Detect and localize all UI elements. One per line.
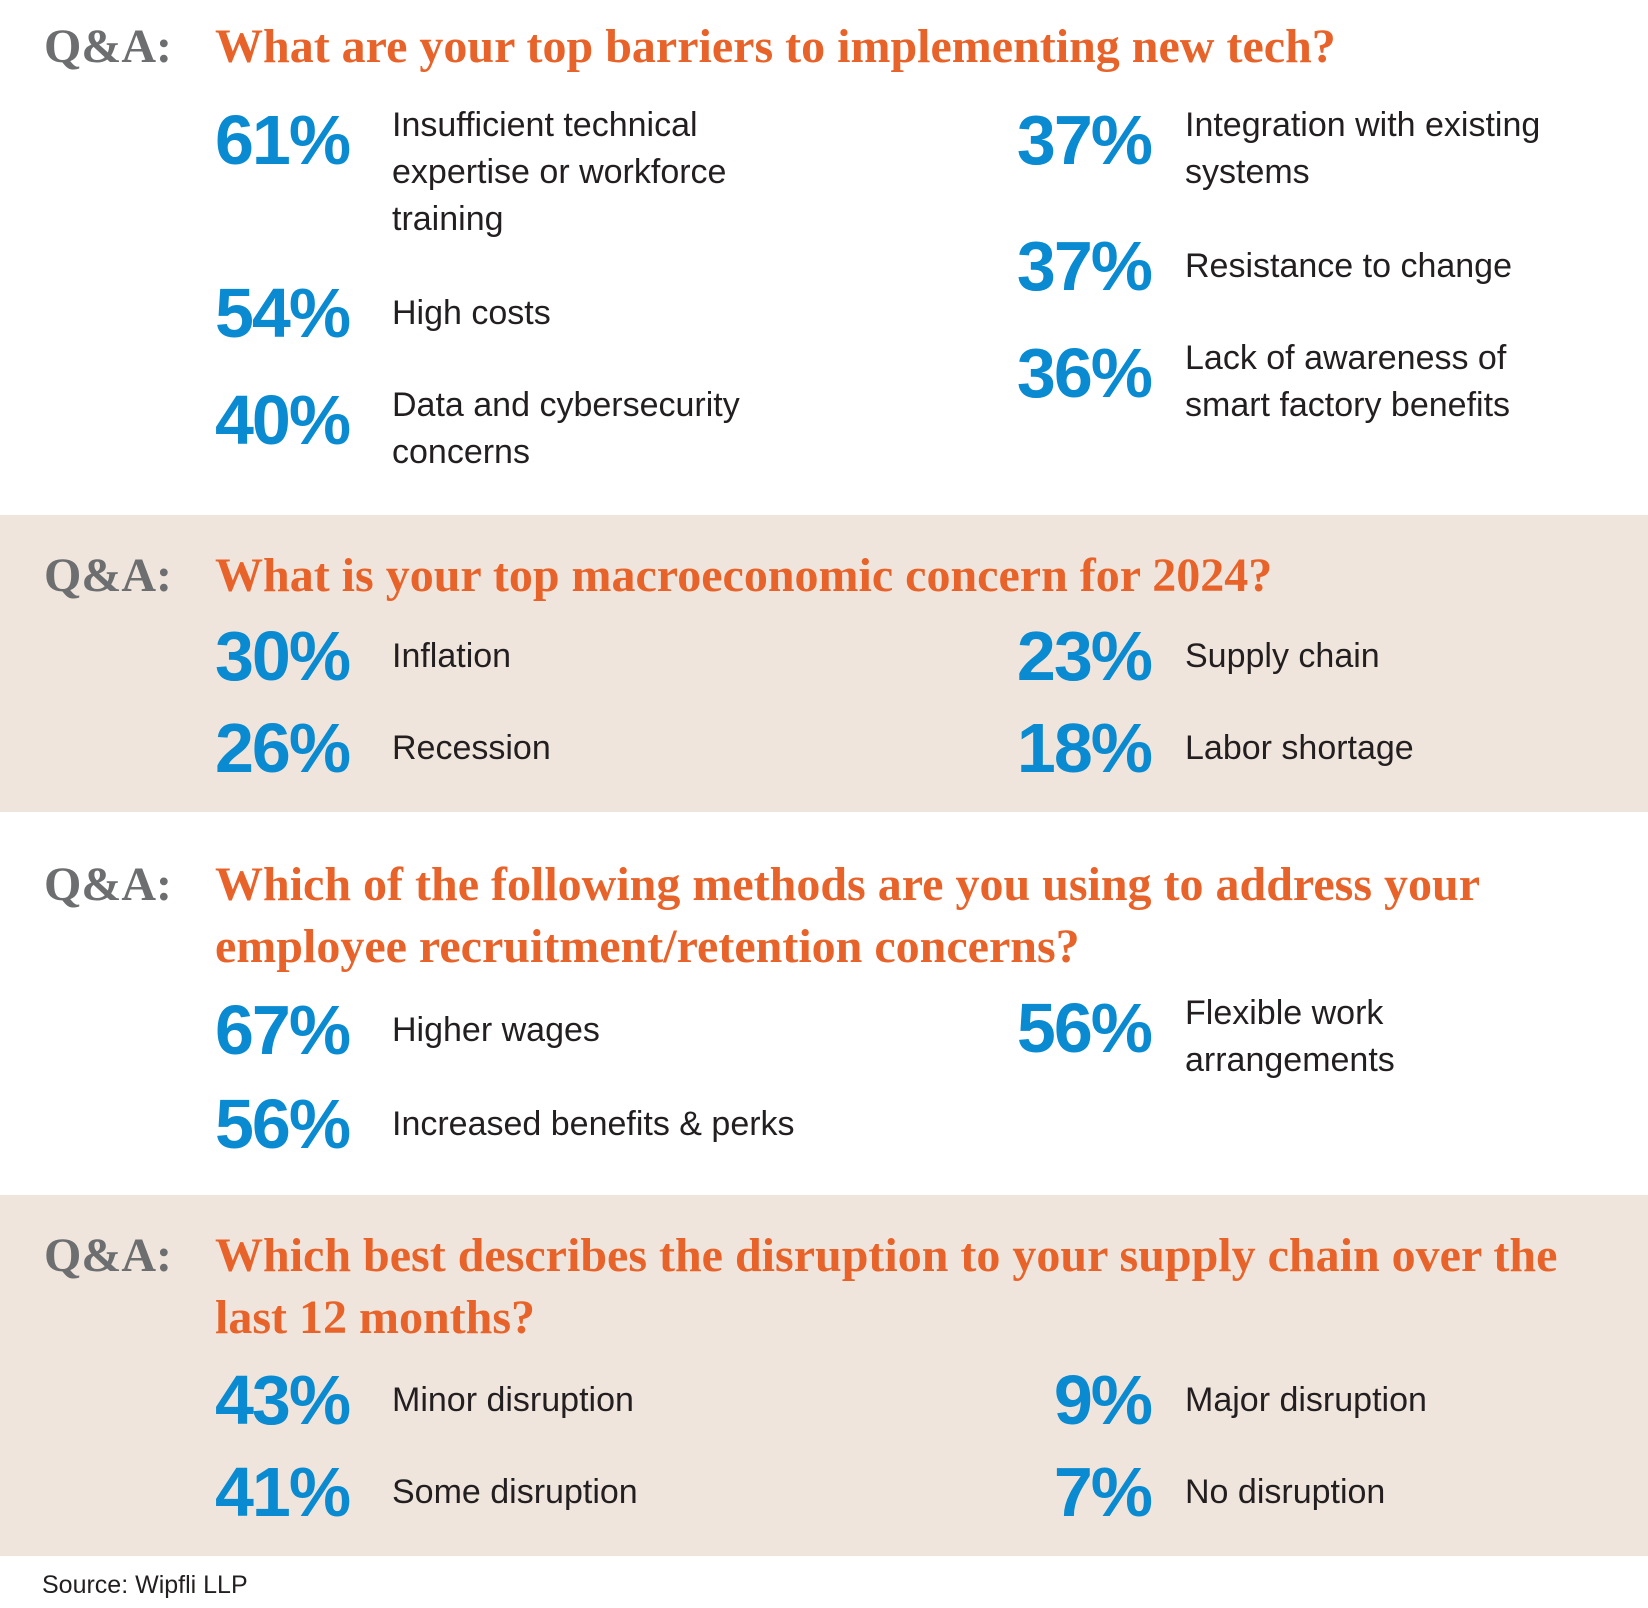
question-title: What are your top barriers to implementi… [215,20,1336,73]
answer-text: Some disruption [392,1473,638,1511]
answer-text: Supply chain [1185,637,1380,675]
answer-text: Integration with existing systems [1185,106,1541,191]
qa-label: Q&A: [44,20,172,73]
percentage: 67% [215,991,351,1069]
percentage: 37% [1016,101,1153,179]
percentage: 56% [215,1085,351,1163]
question-title: Which of the following methods are you u… [215,858,1480,973]
answer-text: Inflation [392,637,512,675]
answer-text: Major disruption [1185,1381,1427,1419]
qa-label: Q&A: [44,549,172,602]
answer-text: Data and cybersecurity concerns [392,386,740,471]
percentage: 30% [215,617,351,695]
percentage: 26% [215,709,351,787]
answer-text: Higher wages [392,1011,600,1049]
percentage: 41% [215,1453,351,1531]
percentage: 9% [1053,1361,1153,1439]
qa-label: Q&A: [44,1229,172,1282]
answer-text: Flexible work arrangements [1185,994,1395,1079]
section-background [0,515,1648,812]
percentage: 18% [1016,709,1153,787]
question-title: Which best describes the disruption to y… [215,1229,1558,1344]
percentage: 36% [1016,334,1153,412]
percentage: 7% [1053,1453,1153,1531]
section-background [0,1195,1648,1556]
percentage: 56% [1016,989,1153,1067]
percentage: 23% [1016,617,1153,695]
answer-text: Recession [392,729,551,767]
answer-text: Increased benefits & perks [392,1105,795,1143]
question-title: What is your top macroeconomic concern f… [215,549,1273,602]
answer-text: Lack of awareness of smart factory benef… [1185,339,1511,424]
percentage: 43% [215,1361,351,1439]
percentage: 61% [215,101,351,179]
percentage: 37% [1016,227,1153,305]
percentage: 54% [215,274,351,352]
answer-text: Labor shortage [1185,729,1414,767]
answer-text: High costs [392,294,551,332]
percentage: 40% [215,381,351,459]
source: Source: Wipfli LLP [42,1571,248,1599]
answer-text: Insufficient technical expertise or work… [392,106,727,238]
answer-text: Resistance to change [1185,247,1512,285]
qa-label: Q&A: [44,858,172,911]
answer-text: Minor disruption [392,1381,634,1419]
answer-text: No disruption [1185,1473,1386,1511]
